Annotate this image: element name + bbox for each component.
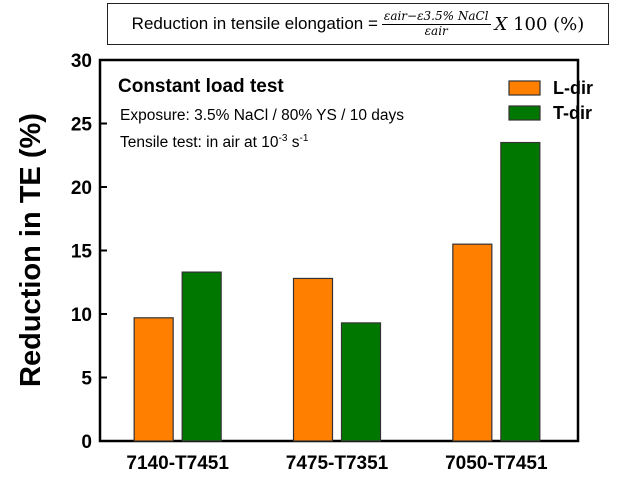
x-category-label: 7140-T7451 bbox=[126, 453, 229, 474]
bar-t-dir-7475-t7351 bbox=[340, 322, 382, 442]
formula-multiplier: X bbox=[494, 13, 508, 35]
formula-lhs: Reduction in tensile elongation = bbox=[131, 14, 378, 33]
bar-t-dir-7050-t7451 bbox=[500, 141, 541, 442]
x-category-label: 7050-T7451 bbox=[445, 453, 548, 474]
bar-l-dir-7140-t7451 bbox=[133, 317, 174, 442]
bar-l-dir-7050-t7451 bbox=[452, 243, 493, 442]
bar-l-dir-7475-t7351 bbox=[292, 277, 334, 442]
legend-swatch-l-dir bbox=[508, 80, 541, 96]
y-tick-label: 20 bbox=[71, 178, 92, 199]
legend-label-t-dir: T-dir bbox=[553, 103, 592, 123]
annotation-exposure: Exposure: 3.5% NaCl / 80% YS / 10 days bbox=[120, 107, 404, 124]
legend-swatch-t-dir bbox=[508, 105, 541, 121]
formula-denominator: εair bbox=[424, 23, 448, 38]
x-category-label: 7475-T7351 bbox=[286, 453, 389, 474]
formula-box: Reduction in tensile elongation = εair−ε… bbox=[107, 3, 609, 45]
formula-numerator: εair−ε3.5% NaCl bbox=[381, 9, 491, 25]
y-tick-label: 15 bbox=[71, 242, 93, 263]
y-tick-label: 10 bbox=[71, 305, 92, 326]
y-tick-label: 25 bbox=[71, 115, 93, 136]
y-tick-label: 30 bbox=[71, 51, 92, 72]
formula-tail: 100 (%) bbox=[513, 13, 585, 35]
formula-fraction: εair−ε3.5% NaCl εair bbox=[381, 9, 491, 38]
annotation-heading: Constant load test bbox=[118, 76, 284, 97]
bar-t-dir-7140-t7451 bbox=[181, 271, 222, 442]
y-tick-label: 0 bbox=[81, 432, 92, 453]
y-axis-label: Reduction in TE (%) bbox=[15, 113, 47, 387]
y-tick-label: 5 bbox=[81, 369, 92, 390]
annotation-tensile: Tensile test: in air at 10-3 s-1 bbox=[120, 133, 309, 151]
legend-label-l-dir: L-dir bbox=[553, 78, 593, 98]
